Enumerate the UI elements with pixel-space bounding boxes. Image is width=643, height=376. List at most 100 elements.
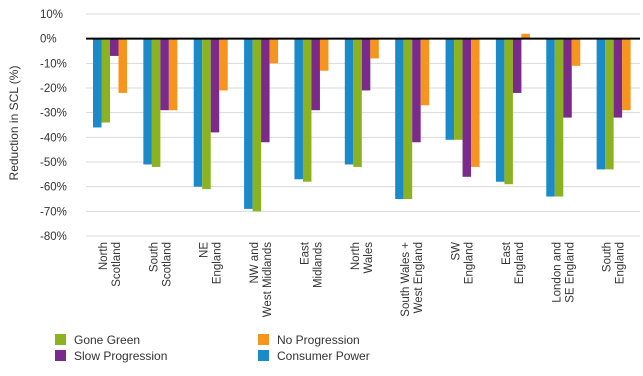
category-label: East Midlands (299, 241, 324, 288)
bar-consumer-power (445, 38, 455, 140)
y-tick-label: -70% (40, 206, 67, 218)
gridlines (86, 13, 640, 237)
legend: Gone Green No Progression Slow Progression… (55, 333, 370, 363)
category-label-line: East (501, 241, 513, 265)
bar-no-progression (521, 33, 530, 39)
bar-slow-progression (361, 38, 371, 91)
category-label-line: Midlands (312, 242, 324, 288)
category-label-line: NW and (249, 242, 261, 284)
bar-consumer-power (395, 38, 404, 199)
bar-gone-green (554, 38, 564, 197)
bar-slow-progression (462, 38, 472, 177)
bar-gone-green (454, 38, 463, 140)
y-axis-title: Reduction in SCL (%) (7, 66, 21, 181)
category-label-line: East (299, 241, 311, 265)
y-tick-label: 0% (40, 34, 57, 46)
bar-no-progression (622, 38, 631, 111)
category-label-line: SW (451, 242, 463, 261)
bar-no-progression (420, 38, 430, 106)
bar-slow-progression (563, 38, 572, 118)
y-tick-label: -20% (40, 83, 67, 95)
bar-consumer-power (193, 38, 203, 187)
bar-no-progression (219, 38, 228, 91)
category-label: London and SE England (551, 242, 576, 303)
bar-slow-progression (412, 38, 421, 143)
y-tick-label: -30% (40, 108, 67, 120)
category-label-line: Scotland (111, 242, 123, 287)
bar-gone-green (353, 38, 362, 167)
bar-consumer-power (344, 38, 354, 165)
bar-gone-green (252, 38, 262, 212)
bar-consumer-power (495, 38, 505, 182)
category-label-line: Scotland (161, 242, 173, 287)
category-label-line: North (350, 242, 362, 270)
y-tick-label: -40% (40, 132, 67, 144)
legend-swatch (55, 334, 66, 345)
bar-consumer-power (244, 38, 253, 209)
bar-consumer-power (143, 38, 152, 165)
bar-no-progression (118, 38, 127, 93)
legend-label: Gone Green (74, 333, 140, 347)
y-tick-label: -50% (40, 157, 67, 169)
bar-gone-green (605, 38, 614, 170)
bars (93, 33, 631, 212)
category-label-line: NE (199, 242, 211, 258)
legend-swatch (55, 350, 66, 361)
bar-no-progression (571, 38, 581, 66)
bar-gone-green (302, 38, 312, 182)
category-label: NE England (199, 242, 224, 285)
category-label: South Scotland (148, 242, 173, 287)
category-label: North Scotland (98, 242, 123, 287)
legend-label: Slow Progression (74, 349, 167, 363)
category-label-line: West Midlands (262, 242, 274, 317)
bar-consumer-power (596, 38, 606, 170)
legend-swatch (258, 350, 269, 361)
category-label: NW and West Midlands (249, 242, 274, 317)
y-tick-label: -10% (40, 58, 67, 70)
bar-gone-green (202, 38, 211, 190)
bar-slow-progression (110, 38, 119, 56)
bar-consumer-power (294, 38, 303, 180)
bar-slow-progression (613, 38, 623, 118)
category-label: South Wales + West England (400, 242, 425, 317)
bar-no-progression (370, 38, 379, 59)
bar-no-progression (269, 38, 279, 64)
bar-gone-green (101, 38, 110, 123)
bar-slow-progression (512, 38, 522, 93)
category-label-line: England (464, 242, 476, 284)
category-label-line: South (602, 242, 614, 272)
category-label-line: England (514, 242, 526, 284)
category-label: North Wales (350, 242, 375, 274)
y-tick-label: 10% (40, 9, 63, 21)
bar-consumer-power (93, 38, 102, 128)
category-label-line: England (615, 242, 627, 284)
bar-gone-green (403, 38, 413, 199)
bar-consumer-power (546, 38, 555, 197)
category-label-line: West England (413, 242, 425, 313)
category-label: East England (501, 241, 526, 284)
legend-label: Consumer Power (277, 349, 370, 363)
bar-slow-progression (160, 38, 169, 111)
category-label-line: South Wales + (400, 242, 412, 317)
category-label-line: England (212, 242, 224, 284)
bar-slow-progression (311, 38, 320, 111)
bar-gone-green (151, 38, 161, 167)
category-label-line: London and (551, 242, 563, 303)
legend-label: No Progression (277, 333, 360, 347)
y-axis-tick-labels: 10% 0% -10% -20% -30% -40% -50% -60% -70% -80% (40, 9, 67, 243)
bar-slow-progression (210, 38, 220, 133)
bar-no-progression (471, 38, 480, 167)
bar-no-progression (168, 38, 178, 111)
y-tick-label: -80% (40, 231, 67, 243)
category-label: SW England (451, 242, 476, 284)
category-label-line: Wales (363, 242, 375, 274)
category-label-line: South (148, 242, 160, 272)
category-label: South England (602, 242, 627, 284)
y-tick-label: -60% (40, 182, 67, 194)
category-labels: North Scotland South Scotland NE England NW an… (98, 241, 627, 317)
category-label-line: North (98, 242, 110, 270)
legend-swatch (258, 334, 269, 345)
bar-no-progression (319, 38, 329, 71)
category-label-line: SE England (564, 242, 576, 303)
